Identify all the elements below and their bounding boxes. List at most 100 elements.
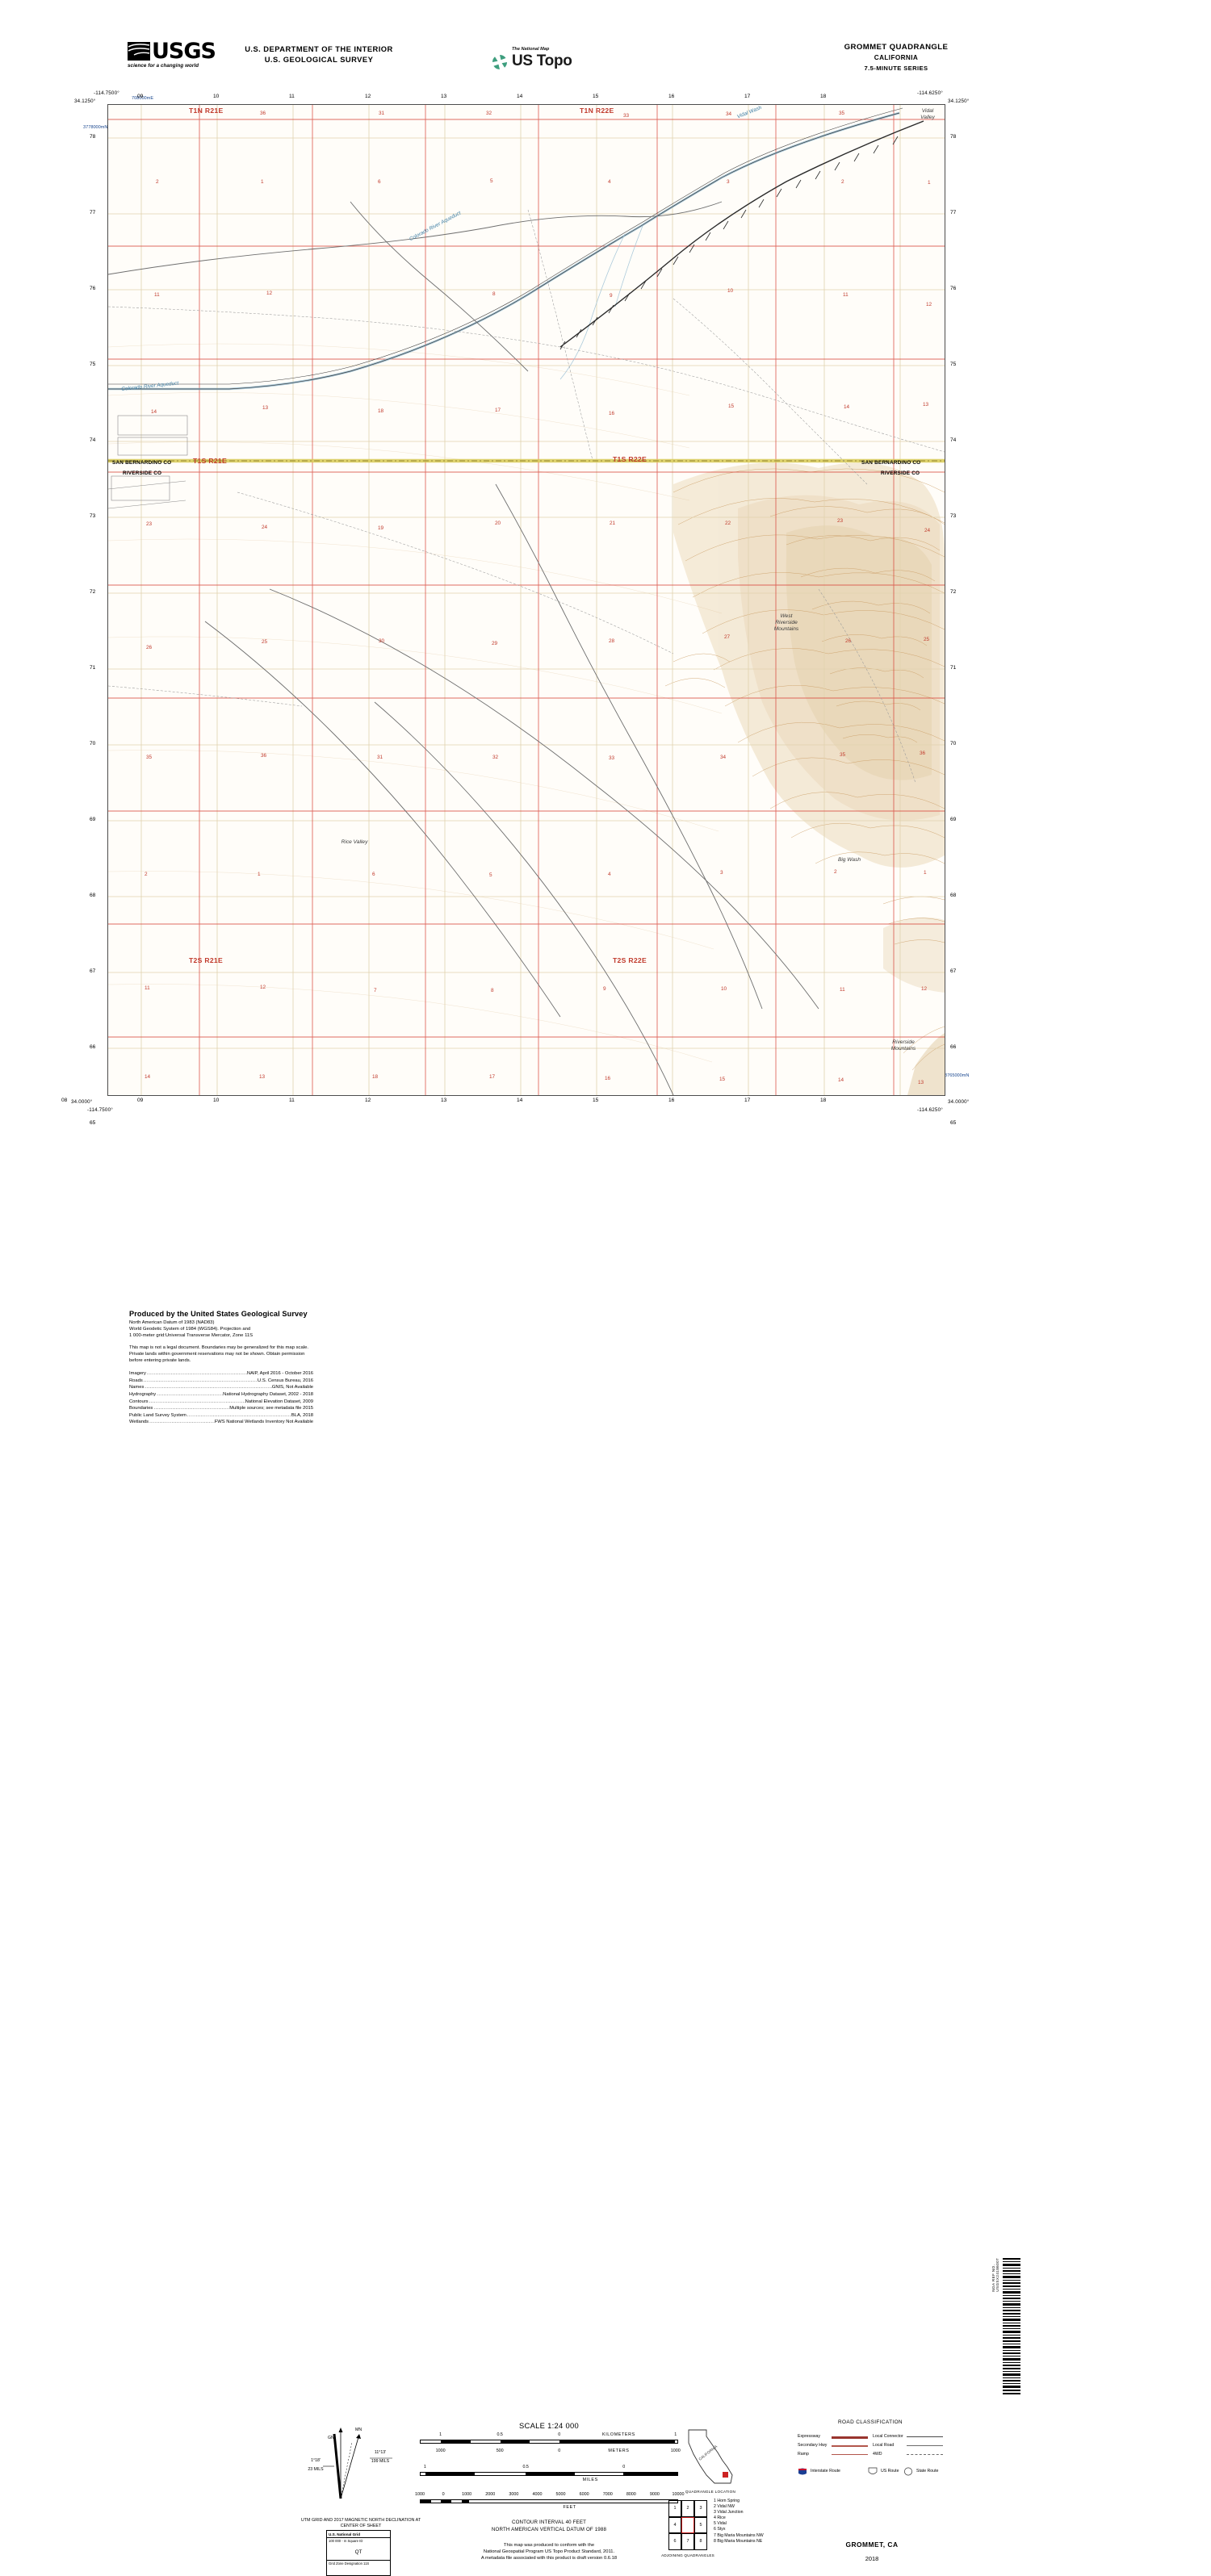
usng-box: U.S. National Grid 100 000 - m Square ID…	[326, 2530, 391, 2576]
state-route-shield-icon	[904, 2467, 912, 2475]
adjoining-quad-name: 1 Horn Spring	[714, 2499, 740, 2503]
topographic-map[interactable]: T1N R21E T1N R22E T1S R21E T1S R22E T2S …	[107, 104, 945, 1096]
scalebar-feet: 1000 0 1000 2000 3000 4000 5000 6000 7000 8000 900…	[415, 2492, 685, 2510]
section-number: 11	[840, 987, 845, 993]
source-leader: ........................................…	[145, 1385, 272, 1390]
grid-tick-right: 71	[950, 665, 957, 671]
usng-subtitle: 100 000 - m Square ID	[329, 2538, 363, 2543]
credits-datum: North American Datum of 1983 (NAD83) Wor…	[129, 1319, 313, 1340]
scalebar-ft-labels: 1000 0 1000 2000 3000 4000 5000 6000 7000 8000 900…	[415, 2492, 685, 2499]
source-row: Public Land Survey System...............…	[129, 1412, 313, 1420]
us-topo-label: US Topo	[512, 52, 572, 69]
adjoining-cell: 4	[668, 2516, 681, 2534]
section-number: 1	[261, 179, 264, 185]
grid-tick-right: 70	[950, 741, 957, 746]
declination-mag-mils: 199 MILS	[371, 2459, 390, 2464]
scalebar-mi-labels: 1 0.5 0	[420, 2465, 678, 2471]
declination-caption: UTM GRID AND 2017 MAGNETIC NORTH DECLINA…	[300, 2518, 421, 2528]
legend-us-route: US Route	[868, 2465, 903, 2477]
km-label-0: 1	[439, 2432, 442, 2437]
quad-location-marker	[723, 2472, 728, 2478]
section-number: 32	[486, 111, 492, 116]
road-legend-symbol	[907, 2443, 943, 2448]
section-number: 17	[489, 1074, 496, 1080]
source-label: Wetlands	[129, 1420, 149, 1425]
grid-tick-left: 67	[90, 968, 96, 974]
road-legend-label: Local Road	[873, 2442, 895, 2448]
road-legend-row: 4WD	[873, 2449, 943, 2458]
section-number: 21	[610, 521, 616, 526]
source-row: Hydrography.............................…	[129, 1391, 313, 1399]
adjoining-cell-center	[681, 2516, 694, 2534]
section-number: 33	[609, 755, 615, 761]
adjoining-cell: 8	[694, 2533, 707, 2550]
section-number: 13	[262, 405, 269, 411]
department-lines: U.S. DEPARTMENT OF THE INTERIOR U.S. GEO…	[202, 44, 436, 65]
section-number: 36	[920, 751, 926, 756]
township-label-t2s-r22e: T2S R22E	[613, 956, 647, 964]
footer-year: 2018	[865, 2555, 879, 2562]
source-row: Imagery.................................…	[129, 1370, 313, 1378]
section-number: 1	[258, 872, 261, 877]
national-map-logo: The National Map US Topo	[491, 47, 628, 74]
corner-ne-longitude: -114.6250°	[917, 90, 943, 96]
corner-nw-latitude: 34.1250°	[74, 98, 96, 104]
place-label-riverside-mountains: Riverside Mountains	[890, 1039, 916, 1052]
barcode-reference-number: NGA REF NO. USGSX24186007	[991, 2257, 999, 2292]
mi-label-0: 1	[423, 2465, 426, 2469]
usng-title: U.S. National Grid	[327, 2531, 390, 2538]
source-leader: ........................................…	[186, 1412, 291, 1418]
township-label-t1n-r22e: T1N R22E	[580, 107, 614, 115]
section-number: 13	[918, 1080, 924, 1085]
credits-source-list: Imagery.................................…	[129, 1370, 313, 1426]
m-label-0: 1000	[435, 2448, 446, 2453]
section-number: 2	[145, 872, 148, 877]
interstate-route-label: Interstate Route	[811, 2469, 840, 2474]
scalebar-kilometers: 1 0.5 0 1 KILOMETERS	[420, 2432, 678, 2448]
ft-label: 6000	[579, 2492, 589, 2497]
source-value: GNIS, Not Available	[271, 1385, 313, 1390]
california-outline-icon: CALIFORNIA	[688, 2429, 733, 2484]
ft-label: 1000	[462, 2492, 472, 2497]
declination-diagram: MN GN 11°13' 199 MILS 1°18' 23 MILS	[308, 2421, 396, 2502]
section-number: 5	[490, 178, 493, 184]
road-legend-symbol	[907, 2434, 943, 2439]
grid-tick-top: 14	[517, 94, 523, 99]
barcode-bars	[1003, 2258, 1020, 2394]
grid-tick-left: 65	[90, 1120, 96, 1126]
datum-line-2: World Geodetic System of 1984 (WGS84). P…	[129, 1327, 251, 1332]
road-legend-label: 4WD	[873, 2451, 882, 2457]
section-number: 34	[726, 111, 732, 117]
road-classification-legend: ROAD CLASSIFICATION Expressway Secondary …	[798, 2419, 943, 2477]
map-collar: Produced by the United States Geological…	[0, 1114, 1211, 2576]
grid-tick-left: 74	[90, 437, 96, 443]
grid-tick-top: 09	[137, 94, 144, 99]
ft-label: 2000	[485, 2492, 496, 2497]
section-number: 9	[603, 986, 606, 992]
footer-map-name: GROMMET, CA	[845, 2540, 899, 2549]
contour-interval: CONTOUR INTERVAL 40 FEET	[511, 2520, 587, 2525]
section-number: 27	[724, 634, 731, 640]
section-number: 35	[839, 111, 845, 116]
section-number: 15	[728, 404, 735, 409]
source-row: Roads...................................…	[129, 1378, 313, 1385]
us-route-shield-icon	[868, 2467, 878, 2474]
scalebar-miles: 1 0.5 0 MILES	[420, 2465, 678, 2482]
section-number: 31	[379, 111, 385, 116]
adjoining-cell: 6	[668, 2533, 681, 2550]
road-legend-right-column: Local Connector Local Road 4WD	[873, 2432, 943, 2458]
quadrangle-title-block: GROMMET QUADRANGLE CALIFORNIA 7.5-MINUTE…	[751, 42, 1041, 73]
grid-tick-bottom: 11	[289, 1098, 295, 1103]
ft-label: 8000	[626, 2492, 636, 2497]
ft-label: 9000	[649, 2492, 660, 2497]
km-track	[420, 2440, 678, 2444]
source-label: Imagery	[129, 1371, 146, 1377]
legend-state-route: State Route	[903, 2465, 942, 2477]
source-row: Wetlands................................…	[129, 1419, 313, 1426]
section-number: 16	[605, 1076, 611, 1081]
scalebar-km-labels: 1 0.5 0 1	[420, 2432, 678, 2439]
source-value: NAIP, April 2016 - October 2016	[246, 1371, 313, 1377]
township-label-t1s-r22e: T1S R22E	[613, 455, 647, 463]
state-route-label: State Route	[916, 2469, 939, 2474]
grid-tick-left: 68	[90, 893, 96, 898]
